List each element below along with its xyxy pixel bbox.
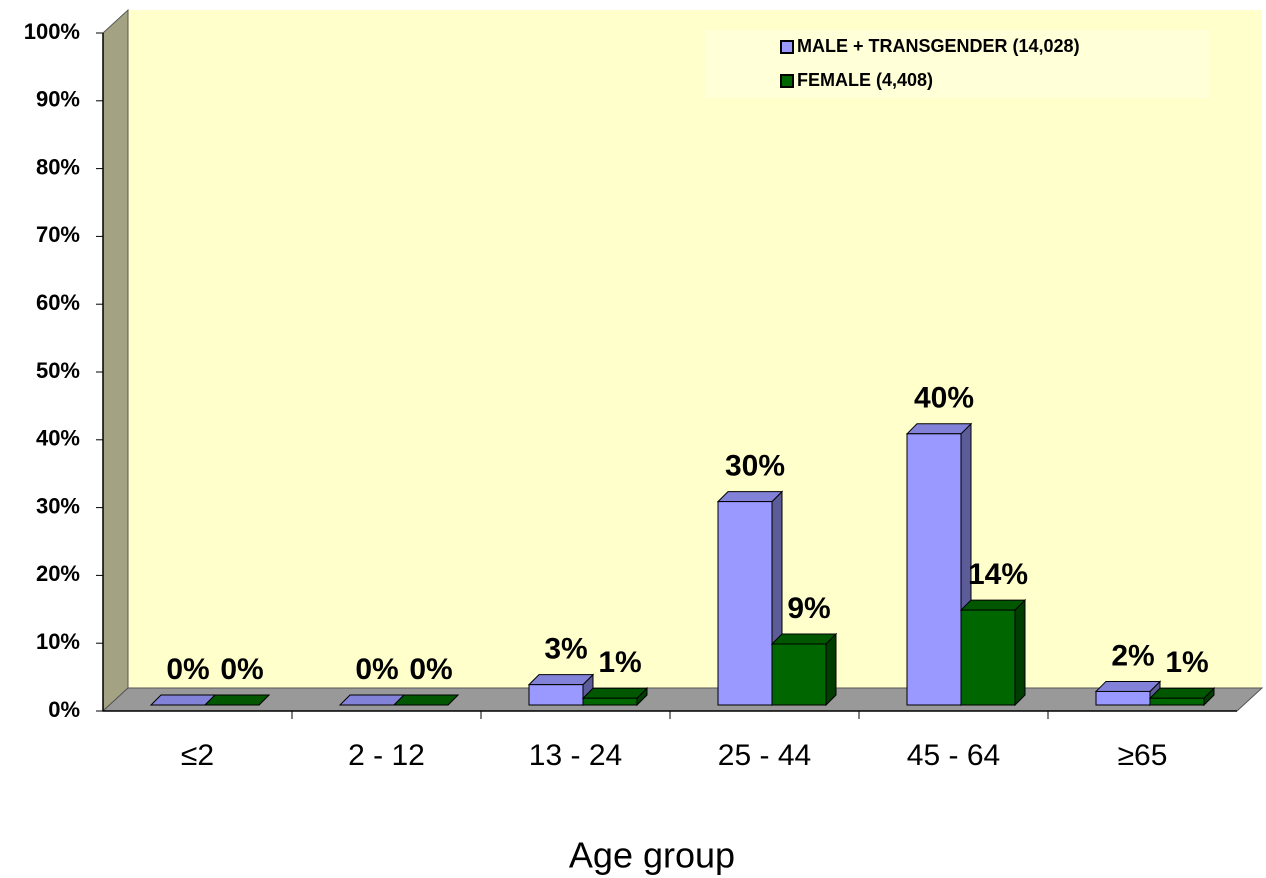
bar-top xyxy=(1094,680,1162,692)
bar-top xyxy=(959,599,1027,611)
bar-top xyxy=(527,674,595,686)
bar xyxy=(1148,687,1216,707)
legend-swatch xyxy=(780,74,794,88)
value-label: 9% xyxy=(787,592,830,625)
legend-label: MALE + TRANSGENDER (14,028) xyxy=(797,36,1080,56)
bar xyxy=(338,694,406,706)
value-label: 0% xyxy=(166,653,209,686)
bar xyxy=(959,598,1027,707)
x-tick-label: ≤2 xyxy=(181,739,214,772)
y-tick-label: 100% xyxy=(24,19,80,44)
y-tick-label: 10% xyxy=(36,629,80,654)
y-tick-label: 50% xyxy=(36,358,80,383)
bar-top xyxy=(1148,687,1216,699)
bar xyxy=(716,490,784,707)
bar-top xyxy=(770,633,838,645)
bar-front xyxy=(906,433,962,706)
x-tick-label: 13 - 24 xyxy=(529,739,622,772)
y-tick-label: 60% xyxy=(36,290,80,315)
bar-front xyxy=(771,643,827,706)
bar-top xyxy=(716,491,784,503)
x-tick-label: ≥65 xyxy=(1118,739,1168,772)
bar-front xyxy=(1149,697,1205,706)
value-label: 14% xyxy=(968,558,1028,591)
x-tick-label: 45 - 64 xyxy=(907,739,1000,772)
bar-front xyxy=(960,609,1016,706)
value-label: 1% xyxy=(598,646,641,679)
legend-label: FEMALE (4,408) xyxy=(797,70,933,90)
value-label: 1% xyxy=(1165,646,1208,679)
value-label: 30% xyxy=(725,450,785,483)
bar-front xyxy=(1095,690,1151,706)
y-tick-label: 70% xyxy=(36,222,80,247)
value-label: 0% xyxy=(409,653,452,686)
legend-swatch xyxy=(780,40,794,54)
bar-front xyxy=(528,684,584,706)
bar-top xyxy=(149,694,217,706)
bar-top xyxy=(392,694,460,706)
bar-top xyxy=(905,423,973,435)
y-tick-label: 20% xyxy=(36,561,80,586)
value-label: 2% xyxy=(1111,639,1154,672)
bar-front xyxy=(717,501,773,706)
bar-top xyxy=(203,694,271,706)
y-tick-label: 80% xyxy=(36,154,80,179)
value-label: 0% xyxy=(220,653,263,686)
value-label: 3% xyxy=(544,633,587,666)
y-tick-label: 90% xyxy=(36,87,80,112)
value-label: 0% xyxy=(355,653,398,686)
bar xyxy=(770,632,838,707)
bar xyxy=(392,694,460,706)
bar-side xyxy=(825,632,837,707)
side-wall xyxy=(102,8,129,713)
y-tick-label: 40% xyxy=(36,426,80,451)
x-axis-label: Age group xyxy=(569,835,735,876)
x-tick-label: 2 - 12 xyxy=(348,739,425,772)
y-tick-label: 30% xyxy=(36,493,80,518)
bar xyxy=(203,694,271,706)
floor xyxy=(101,687,1264,712)
bar-front xyxy=(582,697,638,706)
bar xyxy=(149,694,217,706)
bar-top xyxy=(338,694,406,706)
bar-top xyxy=(581,687,649,699)
bar-side xyxy=(1014,598,1026,707)
bar xyxy=(581,687,649,707)
x-tick-label: 25 - 44 xyxy=(718,739,811,772)
y-tick-label: 0% xyxy=(48,697,80,722)
back-wall xyxy=(128,10,1262,688)
value-label: 40% xyxy=(914,382,974,415)
